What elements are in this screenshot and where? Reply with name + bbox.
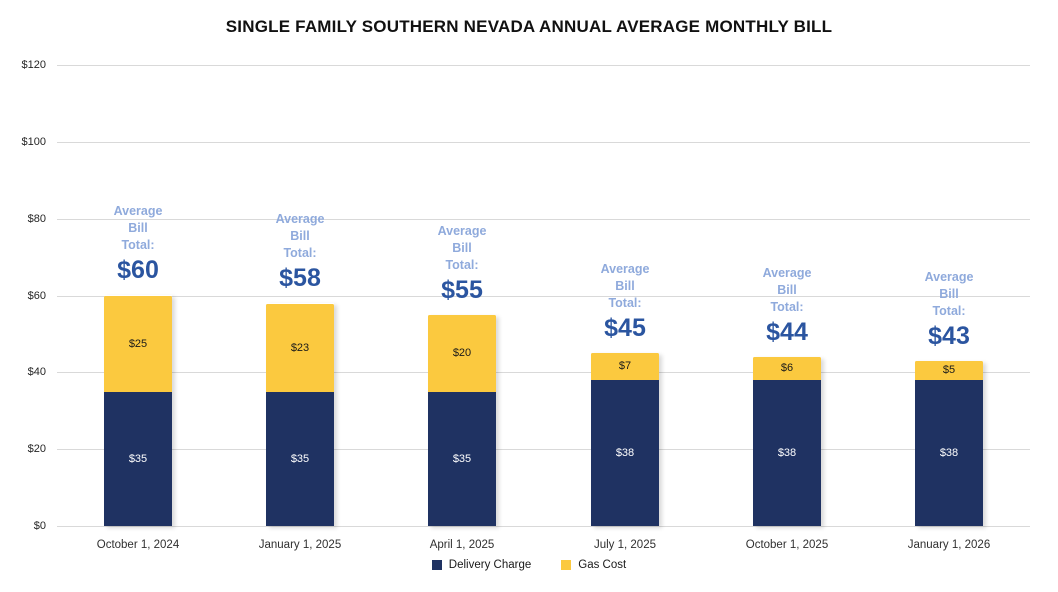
bar-data-label: $20 [452, 347, 472, 359]
annotation-total-value: $45 [604, 314, 646, 342]
legend-color-swatch [431, 560, 442, 570]
y-axis-tick-label: $120 [21, 59, 46, 71]
annotation-heading-line: Total: [932, 304, 966, 318]
legend-color-swatch [561, 560, 572, 570]
annotation-heading-line: Total: [283, 246, 317, 260]
chart-title: SINGLE FAMILY SOUTHERN NEVADA ANNUAL AVE… [225, 17, 833, 36]
bar-data-label: $38 [615, 446, 635, 459]
y-axis-tick-label: $0 [33, 520, 46, 532]
bar-segment-gas-cost [428, 315, 496, 392]
gridline [57, 219, 1030, 220]
annotation-total-value: $60 [117, 256, 159, 284]
gridline [57, 296, 1030, 297]
x-axis-category-label: January 1, 2026 [907, 539, 991, 551]
bar-data-label: $38 [777, 446, 797, 459]
annotation-heading-line: Total: [770, 300, 804, 314]
bar-data-label: $25 [128, 337, 148, 350]
bar-segment-gas-cost [266, 304, 334, 392]
x-axis-category-label: July 1, 2025 [593, 539, 656, 551]
average-bill-total-annotation: Average Bill Total: $60 [72, 201, 204, 285]
bar-segment-gas-cost [753, 357, 821, 380]
average-bill-total-annotation: Average Bill Total: $58 [234, 209, 366, 293]
bar-segment-delivery-charge [428, 392, 496, 526]
stacked-bar: $35 $25 [104, 295, 172, 526]
bar-data-label: $7 [618, 360, 632, 372]
y-axis-tick-label: $80 [27, 213, 46, 225]
average-bill-total-annotation: Average Bill Total: $43 [883, 267, 1015, 351]
stacked-bar: $35 $23 [266, 303, 334, 526]
x-axis-category-label: April 1, 2025 [429, 539, 495, 551]
annotation-heading-line: Bill [939, 287, 959, 301]
gridline [57, 372, 1030, 373]
x-axis-category-label: January 1, 2025 [258, 539, 342, 551]
annotation-heading-line: Bill [290, 229, 310, 243]
annotation-total-value: $55 [441, 276, 483, 304]
x-axis-category-label: October 1, 2024 [96, 539, 180, 551]
annotation-heading-line: Average [924, 270, 974, 284]
bar-segment-gas-cost [591, 353, 659, 380]
annotation-heading-line: Average [437, 224, 487, 238]
y-axis-tick-label: $40 [27, 366, 46, 378]
legend-label: Gas Cost [578, 559, 627, 571]
annotation-heading-line: Bill [615, 279, 635, 293]
bar-segment-delivery-charge [266, 392, 334, 526]
annotation-heading-line: Average [275, 212, 325, 226]
y-axis-tick-label: $60 [27, 290, 46, 302]
annotation-total-value: $58 [279, 264, 321, 292]
gridline [57, 65, 1030, 66]
annotation-heading-line: Bill [128, 221, 148, 235]
bar-segment-gas-cost [104, 296, 172, 392]
gridline [57, 142, 1030, 143]
bar-segment-delivery-charge [753, 380, 821, 526]
average-bill-total-annotation: Average Bill Total: $45 [559, 259, 691, 343]
annotation-heading-line: Total: [121, 238, 155, 252]
annotation-heading-line: Total: [445, 258, 479, 272]
bar-data-label: $38 [939, 446, 959, 459]
legend-item: Gas Cost [561, 558, 626, 572]
gridline [57, 526, 1030, 527]
bar-segment-delivery-charge [591, 380, 659, 526]
bar-data-label: $35 [290, 452, 310, 465]
stacked-bar: $35 $20 [428, 315, 496, 526]
annotation-total-value: $44 [766, 318, 808, 346]
y-axis-tick-label: $100 [21, 136, 46, 148]
y-axis-tick-label: $20 [27, 443, 46, 455]
bar-segment-gas-cost [915, 361, 983, 380]
annotation-total-value: $43 [928, 322, 970, 350]
average-bill-total-annotation: Average Bill Total: $44 [721, 263, 853, 347]
annotation-heading-line: Bill [777, 283, 797, 297]
average-bill-total-annotation: Average Bill Total: $55 [396, 221, 528, 305]
stacked-bar: $38 $5 [915, 361, 983, 526]
bar-segment-delivery-charge [104, 392, 172, 526]
stacked-bar: $38 $7 [591, 353, 659, 526]
annotation-heading-line: Average [762, 266, 812, 280]
annotation-heading-line: Bill [452, 241, 472, 255]
legend-item: Delivery Charge [431, 558, 532, 572]
bar-data-label: $6 [780, 362, 794, 374]
annotation-heading-line: Total: [608, 296, 642, 310]
bar-segment-delivery-charge [915, 380, 983, 526]
annotation-heading-line: Average [600, 262, 650, 276]
legend-label: Delivery Charge [448, 559, 532, 571]
bar-data-label: $23 [290, 341, 310, 354]
bar-data-label: $5 [942, 364, 956, 376]
legend: Delivery Charge Gas Cost [0, 558, 1058, 572]
annotation-heading-line: Average [113, 204, 163, 218]
gridline [57, 449, 1030, 450]
x-axis-category-label: October 1, 2025 [745, 539, 829, 551]
bar-data-label: $35 [128, 452, 148, 465]
stacked-bar: $38 $6 [753, 357, 821, 526]
bar-data-label: $35 [452, 452, 472, 465]
